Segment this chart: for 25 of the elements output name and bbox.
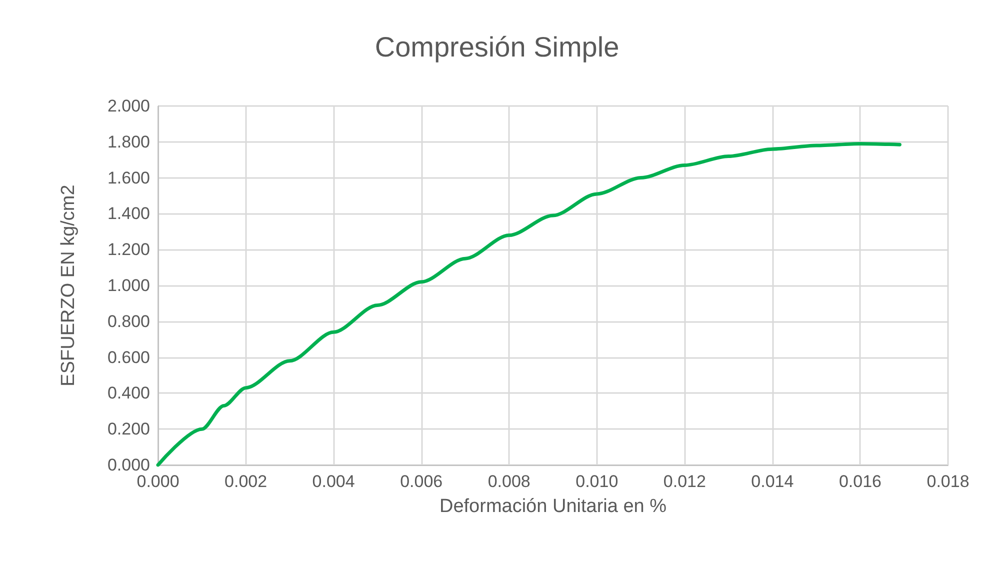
x-tick-label: 0.016 [838,472,882,491]
x-tick-label: 0.006 [400,472,443,491]
x-tick-label: 0.002 [224,472,268,491]
x-axis-title: Deformación Unitaria en % [439,496,667,517]
y-tick-label: 1.400 [107,204,150,224]
x-tick-label: 0.018 [926,472,970,491]
y-tick-label: 0.600 [107,348,150,367]
y-tick-label: 0.400 [107,384,150,403]
y-tick-label: 0.200 [107,420,150,439]
x-tick-label: 0.000 [136,472,180,491]
y-axis-title: ESFUERZO EN kg/cm2 [58,184,79,386]
x-tick-label: 0.014 [751,472,794,491]
y-tick-label: 2.000 [107,96,150,116]
y-tick-label: 1.600 [107,168,150,188]
x-tick-label: 0.004 [312,472,355,491]
y-tick-label: 1.000 [107,276,150,295]
line-series [156,142,902,467]
y-tick-label: 1.200 [107,240,150,260]
chart-title: Compresión Simple [374,32,620,62]
x-tick-label: 0.012 [663,472,706,491]
y-tick-label: 0.000 [107,456,150,474]
y-tick-label: 1.800 [107,132,150,152]
x-tick-label: 0.008 [488,472,530,491]
y-tick-label: 0.800 [107,312,150,331]
x-tick-label: 0.010 [576,472,618,491]
